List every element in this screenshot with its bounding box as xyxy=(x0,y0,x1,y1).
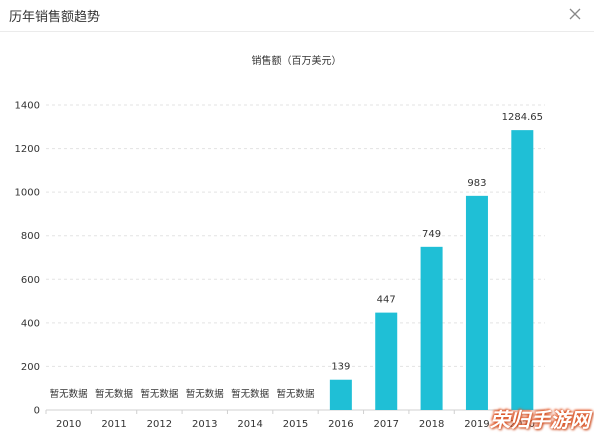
close-icon[interactable] xyxy=(564,3,586,25)
y-tick-label: 1400 xyxy=(15,101,40,112)
y-tick-label: 0 xyxy=(34,406,40,417)
y-tick-label: 200 xyxy=(21,362,40,373)
x-tick-label: 2015 xyxy=(283,419,308,430)
y-tick-label: 400 xyxy=(21,318,40,329)
x-tick-label: 2010 xyxy=(56,419,81,430)
bar xyxy=(511,130,534,410)
x-tick-label: 2018 xyxy=(419,419,444,430)
no-data-label: 暂无数据 xyxy=(186,388,225,400)
bar xyxy=(375,312,398,410)
chart-title: 销售额（百万美元） xyxy=(252,54,342,67)
x-tick-label: 2016 xyxy=(328,419,353,430)
y-tick-label: 1200 xyxy=(15,144,40,155)
no-data-label: 暂无数据 xyxy=(276,388,315,400)
dialog-title: 历年销售额趋势 xyxy=(9,10,101,25)
data-label: 983 xyxy=(467,178,486,189)
no-data-label: 暂无数据 xyxy=(231,388,270,400)
no-data-label: 暂无数据 xyxy=(95,388,134,400)
x-tick-label: 2017 xyxy=(374,419,399,430)
no-data-label: 暂无数据 xyxy=(140,388,179,400)
x-tick-label: 2011 xyxy=(101,419,126,430)
x-tick-label: 2013 xyxy=(192,419,217,430)
x-tick-label: 2019 xyxy=(464,419,489,430)
x-tick-label: 2020 xyxy=(510,419,535,430)
y-tick-label: 1000 xyxy=(15,188,40,199)
data-label: 1284.65 xyxy=(502,112,543,123)
no-data-label: 暂无数据 xyxy=(50,388,89,400)
data-label: 139 xyxy=(331,362,350,373)
y-tick-label: 600 xyxy=(21,275,40,286)
dialog-header: 历年销售额趋势 xyxy=(0,0,594,32)
bar xyxy=(420,246,443,410)
x-tick-label: 2014 xyxy=(237,419,262,430)
bar xyxy=(465,195,488,410)
data-label: 447 xyxy=(377,295,396,306)
x-tick-label: 2012 xyxy=(147,419,172,430)
bar xyxy=(329,379,352,410)
y-tick-label: 800 xyxy=(21,231,40,242)
data-label: 749 xyxy=(422,229,441,240)
watermark: 荣归手游网 xyxy=(490,408,590,432)
